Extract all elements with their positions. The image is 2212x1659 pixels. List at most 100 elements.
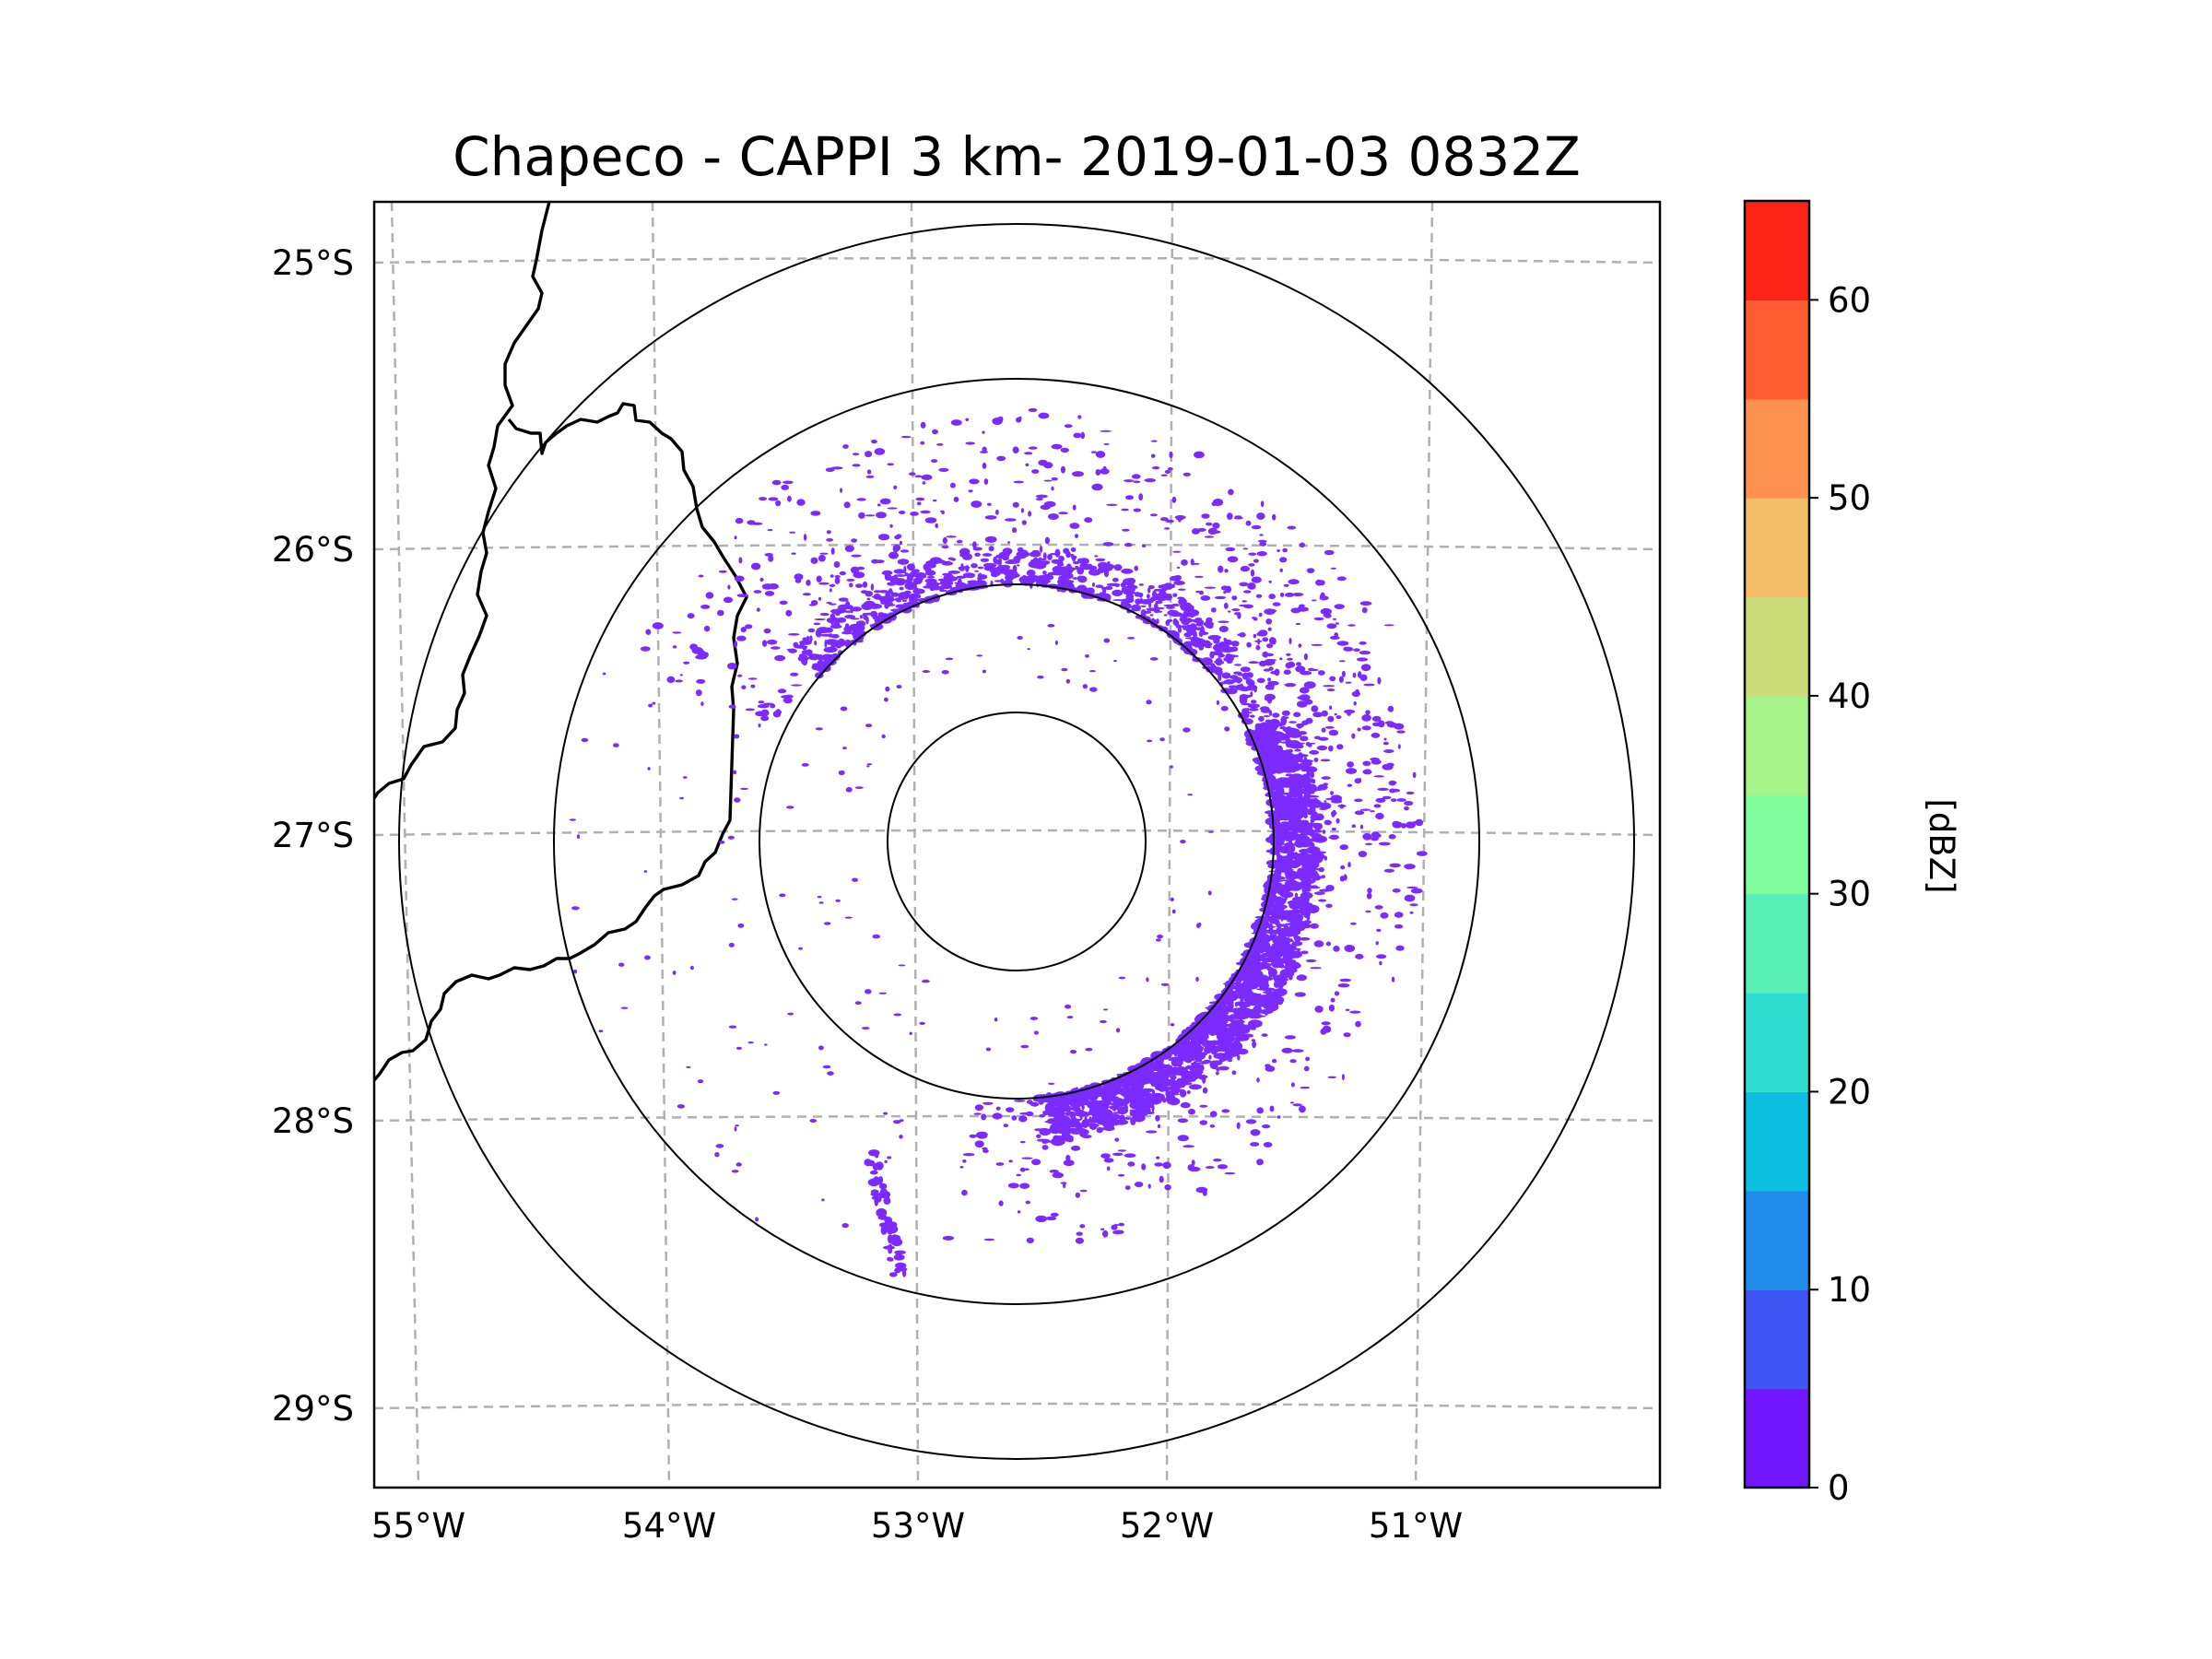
echo-cell — [1089, 1124, 1098, 1130]
echo-cell — [1137, 592, 1144, 598]
echo-cell — [1256, 961, 1271, 970]
echo-cell — [686, 1065, 691, 1068]
echo-cell — [1243, 590, 1252, 594]
echo-cell — [727, 584, 731, 590]
echo-cell — [1256, 677, 1265, 684]
echo-cell — [852, 464, 861, 467]
echo-cell — [1324, 800, 1327, 803]
echo-cell — [842, 747, 847, 750]
echo-cell — [872, 934, 880, 939]
echo-cell — [1288, 781, 1295, 786]
echo-cell — [1224, 726, 1230, 732]
echo-cell — [1019, 1112, 1030, 1115]
echo-cell — [1179, 1077, 1186, 1085]
echo-cell — [996, 455, 1006, 462]
echo-cell — [995, 1162, 1005, 1166]
echo-cell — [784, 694, 794, 699]
echo-cell — [1133, 508, 1142, 512]
echo-cell — [1103, 1158, 1114, 1163]
echo-cell — [1268, 745, 1276, 750]
echo-cell — [1258, 715, 1265, 723]
echo-cell — [1255, 644, 1261, 651]
echo-cell — [1208, 1030, 1217, 1036]
echo-cell — [1199, 1104, 1208, 1108]
echo-cell — [1098, 1108, 1105, 1112]
echo-cell — [1047, 1082, 1055, 1085]
echo-cell — [1299, 542, 1306, 548]
echo-cell — [718, 570, 727, 573]
echo-cell — [899, 540, 903, 546]
echo-cell — [868, 1149, 880, 1157]
echo-cell — [1127, 1161, 1135, 1167]
echo-cell — [844, 615, 856, 619]
echo-cell — [833, 621, 841, 629]
echo-cell — [1324, 855, 1328, 861]
echo-cell — [740, 787, 748, 791]
echo-cell — [1306, 912, 1311, 922]
parallel-27s — [374, 829, 1660, 837]
echo-cell — [1293, 712, 1301, 718]
echo-cell — [1125, 495, 1134, 500]
echo-cell — [1225, 688, 1238, 695]
echo-cell — [1268, 918, 1280, 924]
echo-cell — [1268, 594, 1276, 600]
echo-cell — [1205, 645, 1212, 649]
echo-cell — [1263, 1142, 1273, 1147]
echo-cell — [682, 776, 688, 779]
echo-cell — [1234, 1001, 1247, 1006]
echo-cell — [1305, 771, 1312, 778]
echo-cell — [1276, 853, 1281, 859]
echo-cell — [1253, 640, 1263, 642]
echo-cell — [849, 623, 861, 632]
echo-cell — [1316, 745, 1328, 751]
echo-cell — [1258, 722, 1273, 730]
colorbar-segment — [1745, 1190, 1809, 1290]
echo-cell — [1265, 643, 1274, 649]
echo-cell — [1159, 1095, 1163, 1098]
echo-cell — [1312, 835, 1328, 843]
colorbar-segment — [1745, 1289, 1809, 1390]
echo-cell — [905, 594, 916, 597]
echo-cell — [1235, 983, 1242, 994]
echo-cell — [887, 1156, 892, 1159]
echo-cell — [1300, 950, 1309, 955]
echo-cell — [1282, 716, 1289, 719]
echo-cell — [1300, 831, 1304, 837]
echo-cell — [844, 545, 854, 552]
echo-cell — [1240, 666, 1251, 673]
echo-cell — [904, 590, 912, 594]
echo-cell — [1106, 503, 1118, 506]
echo-cell — [767, 529, 773, 532]
echo-cell — [1052, 1171, 1065, 1179]
echo-cell — [1359, 641, 1367, 645]
echo-cell — [1036, 1134, 1041, 1139]
echo-cell — [1039, 1128, 1052, 1136]
echo-cell — [1121, 568, 1134, 574]
echo-cell — [698, 574, 704, 578]
echo-cell — [747, 1041, 754, 1044]
echo-cell — [1196, 619, 1205, 625]
echo-cell — [1335, 818, 1340, 824]
echo-cell — [1387, 705, 1394, 712]
echo-cell — [961, 1189, 968, 1196]
echo-cell — [1389, 863, 1401, 868]
echo-cell — [876, 512, 887, 519]
echo-cell — [1140, 609, 1147, 618]
echo-cell — [1136, 1101, 1148, 1106]
echo-cell — [1246, 684, 1258, 691]
echo-cell — [1113, 660, 1117, 663]
echo-cell — [865, 475, 875, 478]
echo-cell — [1075, 1192, 1081, 1198]
echo-cell — [1310, 923, 1319, 929]
echo-cell — [1260, 734, 1268, 741]
echo-cell — [1012, 565, 1018, 572]
echo-cell — [810, 511, 821, 516]
echo-cell — [922, 979, 930, 983]
echo-cell — [1330, 997, 1335, 1003]
echo-cell — [1334, 604, 1345, 609]
echo-cell — [1065, 550, 1071, 559]
echo-cell — [1204, 1047, 1208, 1052]
echo-cell — [851, 554, 862, 558]
echo-cell — [1031, 469, 1040, 474]
echo-cell — [1043, 462, 1053, 469]
